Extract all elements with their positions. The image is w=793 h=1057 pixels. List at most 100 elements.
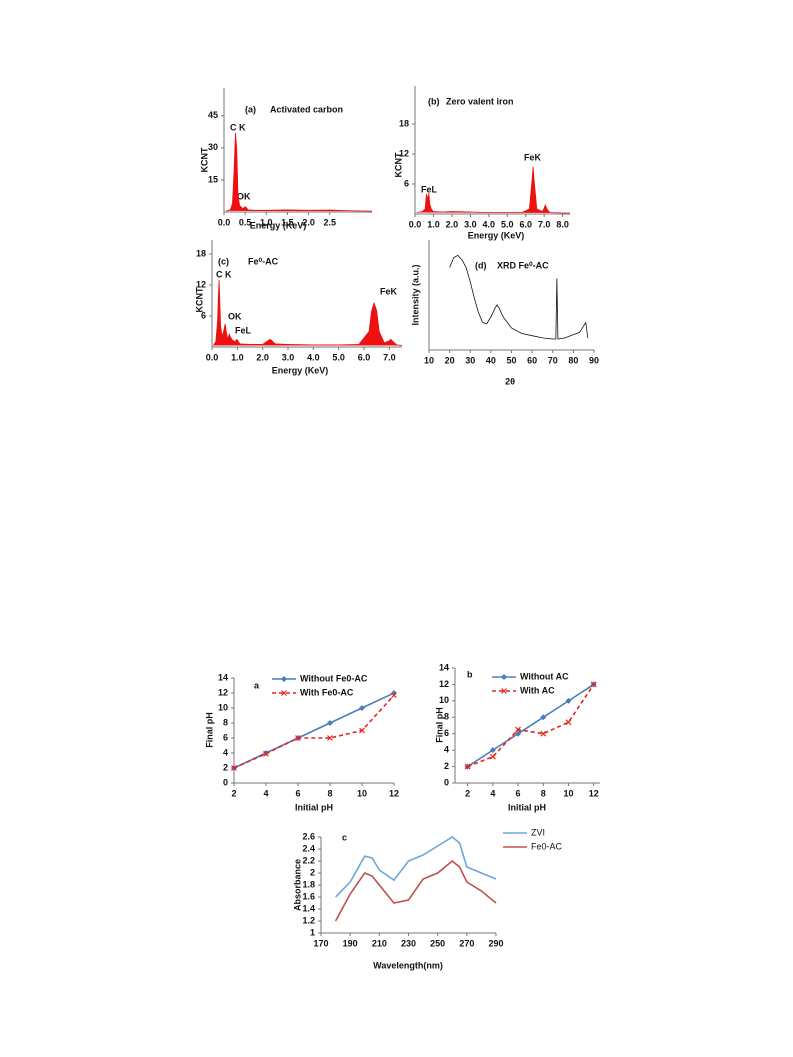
series-line [335, 836, 497, 898]
x-tick-label: 2.0 [302, 217, 315, 227]
y-tick-label: 30 [208, 142, 218, 152]
x-tick-label: 10 [424, 355, 434, 365]
spectrum [212, 279, 403, 346]
y-tick-label: 0 [444, 777, 449, 787]
x-tick-label: 0.5 [239, 217, 252, 227]
y-tick-label: 6 [444, 728, 449, 738]
y-axis-label: KCNT [194, 287, 204, 312]
y-tick-label: 12 [399, 148, 409, 158]
x-axis-label: Wavelength(nm) [373, 960, 443, 970]
marker [515, 730, 522, 737]
x-tick-label: 3.0 [282, 352, 295, 362]
y-tick-label: 14 [439, 662, 449, 672]
panel-label: (c) [218, 256, 229, 266]
y-tick-label: 18 [399, 118, 409, 128]
marker [489, 747, 496, 754]
x-tick-label: 70 [548, 355, 558, 365]
x-tick-label: 2.0 [446, 219, 459, 229]
marker [464, 763, 471, 770]
y-tick-label: 8 [223, 717, 228, 727]
series-line [449, 254, 589, 340]
x-tick-label: 8.0 [556, 219, 569, 229]
y-tick-label: 2.2 [302, 855, 315, 865]
x-tick-label: 7.0 [383, 352, 396, 362]
y-axis-label: KCNT [393, 152, 403, 177]
legend-label: With AC [520, 685, 555, 695]
y-tick-label: 4 [223, 747, 228, 757]
y-tick-label: 2.6 [302, 831, 315, 841]
annotation: C K [216, 269, 232, 279]
y-tick-label: 2 [310, 867, 315, 877]
x-tick-label: 8 [541, 788, 546, 798]
y-tick-label: 12 [196, 279, 206, 289]
marker [295, 735, 301, 741]
marker [590, 681, 597, 688]
x-tick-label: 8 [327, 788, 332, 798]
marker [359, 705, 365, 711]
x-tick-label: 2.5 [323, 217, 336, 227]
x-tick-label: 6 [516, 788, 521, 798]
x-tick-label: 5.0 [501, 219, 514, 229]
x-tick-label: 40 [486, 355, 496, 365]
marker [231, 765, 237, 771]
x-tick-label: 0.0 [218, 217, 231, 227]
annotation: C K [230, 122, 246, 132]
y-tick-label: 0 [223, 777, 228, 787]
x-tick-label: 0.0 [409, 219, 422, 229]
x-tick-label: 290 [488, 938, 503, 948]
x-tick-label: 270 [459, 938, 474, 948]
x-tick-label: 1.5 [281, 217, 294, 227]
panel-label: a [254, 680, 260, 690]
legend-marker [281, 676, 287, 682]
y-tick-label: 8 [444, 712, 449, 722]
legend-marker [501, 674, 507, 680]
marker [565, 697, 572, 704]
annotation: FeL [421, 184, 438, 194]
x-axis-label: Initial pH [295, 802, 333, 812]
y-tick-label: 2.4 [302, 843, 315, 853]
legend-label: Fe0-AC [531, 841, 563, 851]
x-axis-label: Energy (KeV) [250, 220, 307, 230]
marker [263, 750, 269, 757]
x-tick-label: 4 [490, 788, 495, 798]
annotation: OK [228, 311, 242, 321]
legend-label: ZVI [531, 827, 545, 837]
legend-label: With Fe0-AC [300, 687, 354, 697]
x-tick-label: 6.0 [519, 219, 532, 229]
x-tick-label: 60 [527, 355, 537, 365]
marker [565, 719, 572, 726]
y-axis-label: KCNT [199, 147, 209, 172]
annotation: FeK [380, 286, 398, 296]
marker [359, 727, 365, 734]
x-tick-label: 2 [465, 788, 470, 798]
series-line [467, 683, 595, 768]
y-tick-label: 2 [444, 761, 449, 771]
x-tick-label: 1.0 [231, 352, 244, 362]
x-tick-label: 1.0 [427, 219, 440, 229]
x-tick-label: 12 [589, 788, 599, 798]
y-tick-label: 18 [196, 248, 206, 258]
x-tick-label: 250 [430, 938, 445, 948]
legend-marker [281, 690, 287, 696]
x-tick-label: 230 [401, 938, 416, 948]
x-tick-label: 1.0 [260, 217, 273, 227]
series-line [334, 859, 497, 922]
panel-label: (d) [475, 260, 487, 270]
y-tick-label: 12 [439, 679, 449, 689]
x-tick-label: 6 [295, 788, 300, 798]
y-tick-label: 2 [223, 762, 228, 772]
x-tick-label: 4.0 [483, 219, 496, 229]
spectrum [416, 166, 570, 214]
series-line [233, 694, 395, 769]
marker [489, 753, 496, 760]
x-tick-label: 30 [465, 355, 475, 365]
x-tick-label: 5.0 [332, 352, 345, 362]
y-tick-label: 6 [201, 310, 206, 320]
marker [327, 735, 333, 741]
y-tick-label: 12 [218, 687, 228, 697]
x-tick-label: 2 [231, 788, 236, 798]
marker [540, 714, 547, 721]
panel-label: c [342, 832, 347, 842]
x-axis-label: 2θ [505, 376, 515, 386]
x-axis-label: Energy (KeV) [272, 365, 329, 375]
